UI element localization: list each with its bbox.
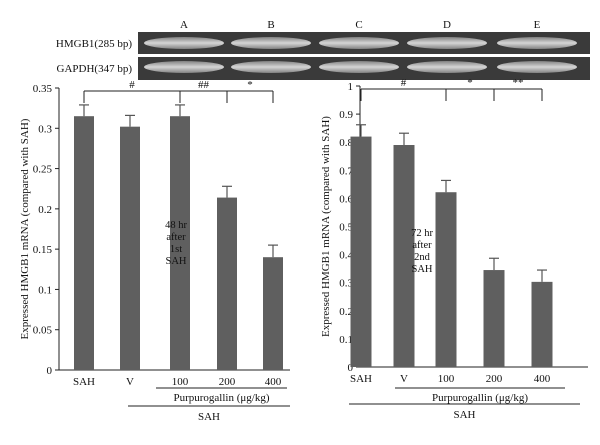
gel-lane-label: E — [534, 19, 541, 31]
y-tick-label: 0.3 — [339, 278, 353, 290]
gel-band — [497, 61, 577, 73]
y-tick-label: 0.9 — [339, 109, 353, 121]
y-tick-label: 0.5 — [339, 222, 353, 234]
gel-band — [231, 61, 311, 73]
category-label: 400 — [265, 376, 282, 388]
gel-image: HMGB1(285 bp) GAPDH(347 bp) A B C D E — [56, 19, 590, 80]
significance-label: * — [247, 79, 253, 91]
gel-band — [144, 61, 224, 73]
annotation-line: SAH — [411, 264, 432, 275]
y-tick-label: 0.7 — [339, 165, 353, 177]
y-tick-label: 0.6 — [339, 193, 353, 205]
bar — [217, 197, 237, 370]
significance-label: ** — [513, 77, 524, 89]
bar — [435, 192, 457, 367]
annotation-line: 48 hr — [165, 220, 187, 231]
bar — [350, 136, 372, 367]
y-tick-label: 0.05 — [33, 325, 53, 337]
bar — [393, 145, 415, 367]
y-tick-label: 0.35 — [33, 83, 53, 95]
category-label: V — [400, 373, 408, 385]
category-label: 200 — [219, 376, 236, 388]
y-tick-label: 0.2 — [38, 204, 52, 216]
bar — [170, 116, 190, 370]
y-axis-title: Expressed HMGB1 mRNA (compared with SAH) — [19, 118, 31, 339]
annotation-line: SAH — [165, 256, 186, 267]
gel-row-separator — [138, 54, 590, 57]
annotation-line: 1st — [170, 244, 182, 255]
y-tick-label: 0.25 — [33, 164, 53, 176]
y-tick-label: 0.1 — [38, 284, 52, 296]
y-tick-label: 0 — [348, 362, 354, 374]
significance-label: # — [401, 77, 407, 89]
chart-72hr: 0 0.1 0.2 0.3 0.4 0.5 0.6 0.7 0.8 0.9 1 Expressed H… — [320, 77, 588, 421]
y-tick-label: 0.15 — [33, 244, 53, 256]
gel-lane-label: A — [180, 19, 188, 31]
y-tick-label: 0.8 — [339, 137, 353, 149]
annotation-line: after — [412, 240, 432, 251]
category-label: 400 — [534, 373, 551, 385]
category-label: SAH — [350, 373, 372, 385]
category-label: V — [126, 376, 134, 388]
annotation-line: after — [166, 232, 186, 243]
gel-row-label-hmgb1: HMGB1(285 bp) — [56, 38, 132, 50]
gel-band — [407, 61, 487, 73]
bar — [263, 257, 283, 370]
bar — [483, 270, 505, 367]
group-label-treatment: Purpurogallin (μg/kg) — [173, 392, 269, 404]
gel-lane-label: D — [443, 19, 451, 31]
gel-row-label-gapdh: GAPDH(347 bp) — [57, 63, 133, 75]
y-tick-label: 0.3 — [38, 123, 52, 135]
category-label: SAH — [73, 376, 95, 388]
group-label-treatment: Purpurogallin (μg/kg) — [432, 392, 528, 404]
y-axis-title: Expressed HMGB1 mRNA (compared with SAH) — [320, 116, 332, 337]
gel-band — [319, 37, 399, 49]
gel-lane-label: C — [355, 19, 362, 31]
bar — [120, 126, 140, 370]
gel-band — [231, 37, 311, 49]
y-tick-label: 0.2 — [339, 306, 353, 318]
y-tick-label: 0.1 — [339, 334, 353, 346]
bar — [74, 116, 94, 370]
y-tick-label: 0.4 — [339, 250, 353, 262]
category-label: 100 — [172, 376, 189, 388]
gel-band — [497, 37, 577, 49]
y-tick-label: 0 — [47, 365, 53, 377]
group-label-sah: SAH — [453, 409, 475, 421]
chart-48hr: 0 0.05 0.1 0.15 0.2 0.25 0.3 0.35 Expressed HMGB… — [19, 79, 290, 423]
group-label-sah: SAH — [198, 411, 220, 423]
gel-band — [407, 37, 487, 49]
significance-label: ## — [198, 79, 210, 91]
y-tick-label: 1 — [348, 81, 354, 93]
annotation-line: 72 hr — [411, 228, 433, 239]
gel-band — [319, 61, 399, 73]
gel-lane-label: B — [267, 19, 274, 31]
annotation-line: 2nd — [414, 252, 431, 263]
bar — [531, 281, 553, 367]
significance-label: * — [467, 77, 473, 89]
category-label: 100 — [438, 373, 455, 385]
significance-label: # — [129, 79, 135, 91]
category-label: 200 — [486, 373, 503, 385]
gel-band — [144, 37, 224, 49]
